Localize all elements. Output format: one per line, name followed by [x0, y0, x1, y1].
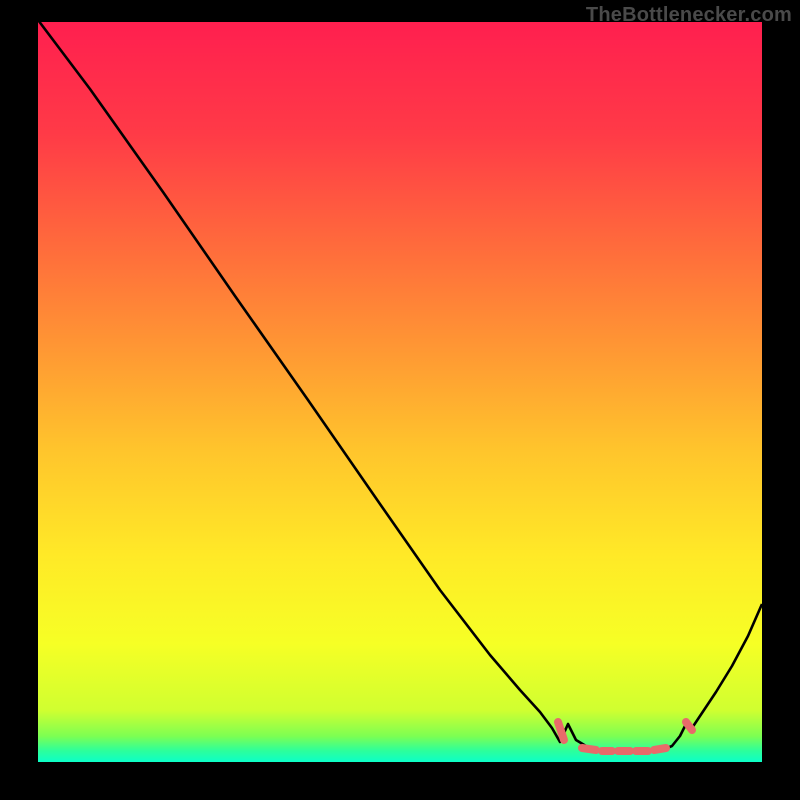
bottleneck-chart — [0, 0, 800, 800]
dash-segment — [558, 722, 564, 740]
dash-segment — [582, 748, 596, 750]
dash-segment — [654, 748, 666, 750]
plot-background — [38, 22, 762, 762]
dash-segment — [686, 722, 692, 730]
watermark-text: TheBottlenecker.com — [586, 4, 792, 27]
